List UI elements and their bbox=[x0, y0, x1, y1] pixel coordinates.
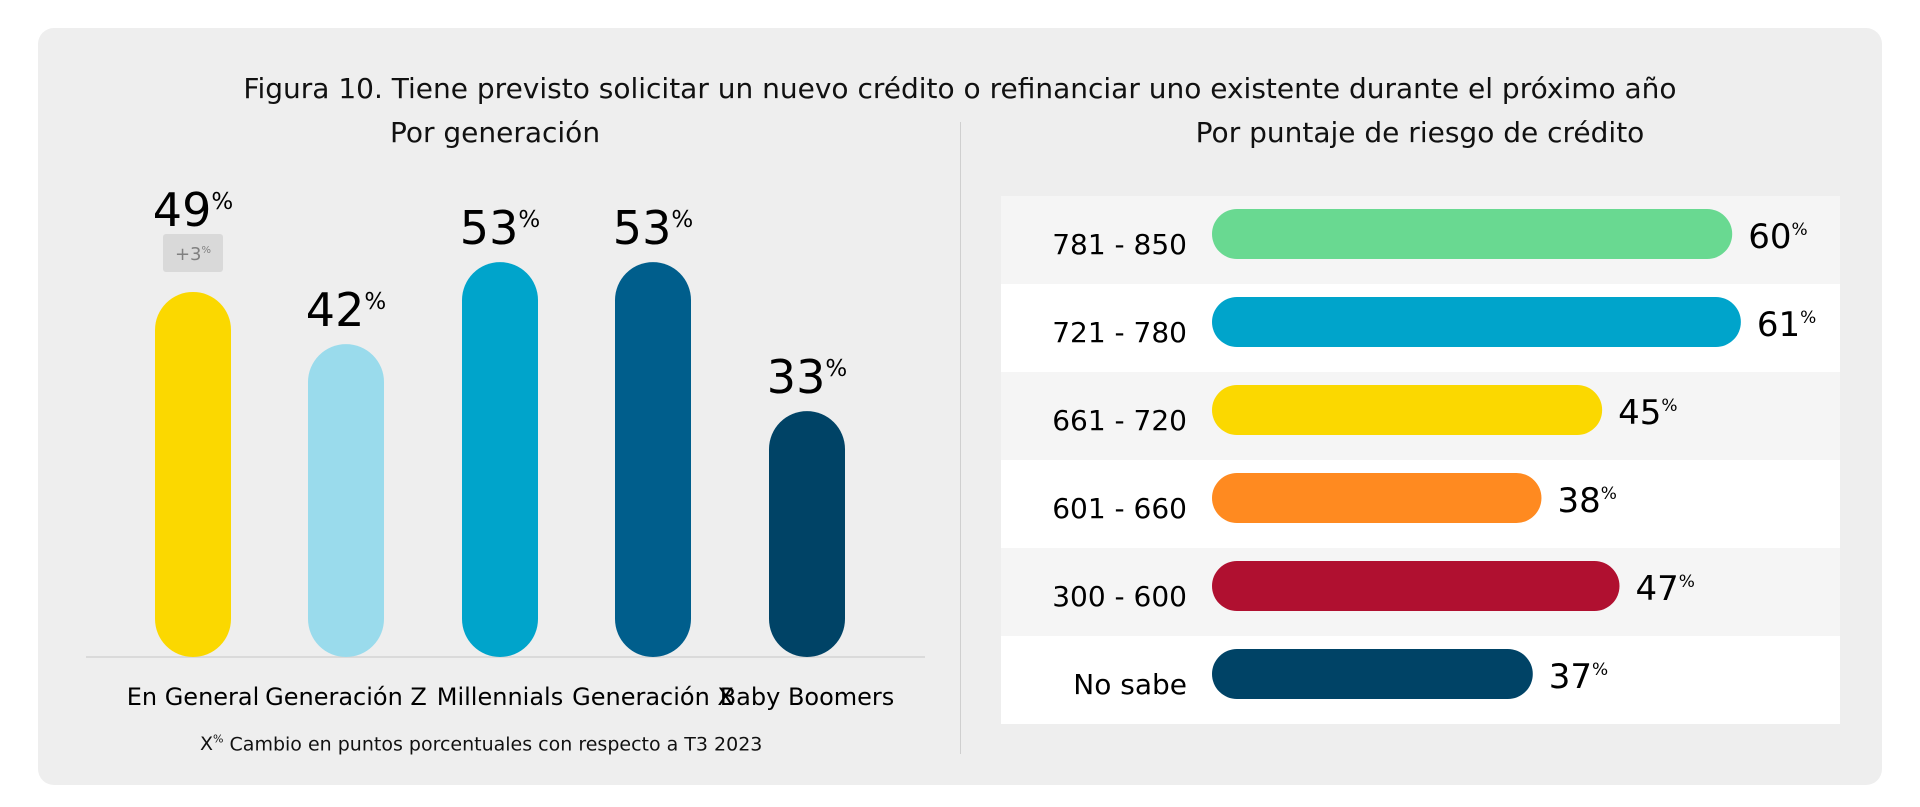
change-badge bbox=[163, 233, 223, 272]
data-label: 53% bbox=[613, 201, 693, 255]
change-badge-label: +3% bbox=[175, 244, 211, 265]
category-label: En General bbox=[127, 683, 260, 711]
data-label: 42% bbox=[306, 283, 386, 337]
data-label: 53% bbox=[460, 201, 540, 255]
bar bbox=[308, 344, 384, 657]
data-label: 45% bbox=[1618, 393, 1677, 433]
left-chart-title: Por generación bbox=[389, 116, 601, 149]
data-label: 49% bbox=[153, 183, 233, 237]
category-label: 721 - 780 bbox=[1052, 316, 1187, 349]
category-label: 300 - 600 bbox=[1052, 580, 1187, 613]
bar bbox=[1212, 297, 1741, 347]
footnote: X% Cambio en puntos porcentuales con res… bbox=[200, 733, 762, 755]
data-label: 61% bbox=[1757, 305, 1816, 345]
bar bbox=[1212, 649, 1533, 699]
figure-title: Figura 10. Tiene previsto solicitar un n… bbox=[243, 72, 1677, 105]
bar bbox=[1212, 561, 1620, 611]
data-label: 33% bbox=[767, 350, 847, 404]
category-label: Baby Boomers bbox=[720, 683, 895, 711]
bar bbox=[155, 291, 231, 657]
category-label: 781 - 850 bbox=[1052, 228, 1187, 261]
right-chart-title: Por puntaje de riesgo de crédito bbox=[1195, 116, 1645, 149]
category-label: 661 - 720 bbox=[1052, 404, 1187, 437]
bar bbox=[769, 411, 845, 657]
data-label: 60% bbox=[1748, 217, 1807, 257]
bar bbox=[1212, 473, 1542, 523]
bar bbox=[462, 262, 538, 657]
data-label: 47% bbox=[1635, 569, 1694, 609]
panel-divider bbox=[960, 122, 961, 754]
bar bbox=[1212, 385, 1603, 435]
bar bbox=[615, 262, 691, 657]
footnote-text: Cambio en puntos porcentuales con respec… bbox=[229, 733, 763, 756]
category-label: Generación X bbox=[572, 683, 734, 711]
category-label: Generación Z bbox=[265, 683, 427, 711]
bar bbox=[1212, 209, 1733, 259]
category-label: 601 - 660 bbox=[1052, 492, 1187, 525]
footnote-marker: X% bbox=[200, 733, 224, 756]
data-label: 37% bbox=[1549, 657, 1608, 697]
category-label: No sabe bbox=[1073, 668, 1187, 701]
category-label: Millennials bbox=[437, 683, 563, 711]
data-label: 38% bbox=[1557, 481, 1616, 521]
